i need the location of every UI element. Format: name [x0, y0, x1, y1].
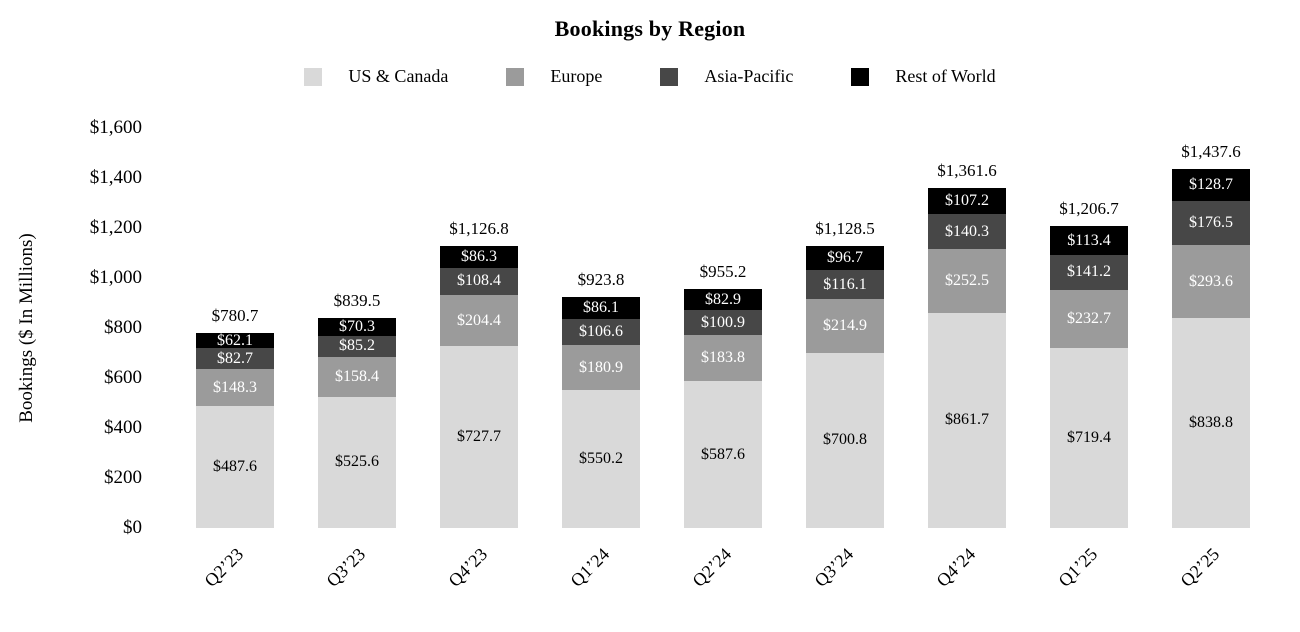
y-tick-label: $1,400 [89, 167, 142, 188]
x-tick-label: Q3’24 [810, 544, 858, 591]
y-tick-label: $800 [104, 317, 142, 338]
bar-total-label: $955.2 [699, 262, 747, 282]
bar-stack: $1,437.6 $128.7 $176.5 $293.6 $838.8 [1172, 142, 1250, 528]
bar-segment: $204.4 [440, 294, 518, 347]
bar-column: $780.7 $62.1 $82.7 $148.3 $487.6 Q2’23 [174, 128, 296, 591]
bar-total-label: $923.8 [577, 270, 625, 290]
y-axis-ticks: $1,600 $1,400 $1,200 $1,000 $800 $600 $4… [0, 117, 142, 538]
bar-segment: $700.8 [806, 352, 884, 528]
bar-segment: $86.3 [440, 246, 518, 268]
bar-segment: $107.2 [928, 187, 1006, 215]
bar-segment: $158.4 [318, 357, 396, 397]
bar-column: $1,361.6 $107.2 $140.3 $252.5 $861.7 Q4’24 [906, 128, 1028, 591]
bar-segment: $232.7 [1050, 289, 1128, 349]
bar-segment: $113.4 [1050, 226, 1128, 255]
bar-segment: $183.8 [684, 335, 762, 382]
bar-segment: $525.6 [318, 396, 396, 528]
legend-label: Asia-Pacific [704, 66, 794, 86]
bar-segment: $100.9 [684, 309, 762, 336]
legend-swatch-icon [660, 67, 679, 86]
y-tick-label: $1,600 [89, 117, 142, 138]
bar-segment: $727.7 [440, 346, 518, 528]
bar-segment: $293.6 [1172, 244, 1250, 319]
bar-segment: $252.5 [928, 249, 1006, 313]
bar-segment: $116.1 [806, 270, 884, 300]
bar-segment: $180.9 [562, 345, 640, 391]
bar-segment: $587.6 [684, 381, 762, 528]
bar-stack: $1,128.5 $96.7 $116.1 $214.9 $700.8 [806, 219, 884, 528]
legend-item: Europe [506, 66, 602, 87]
y-tick-label: $0 [123, 517, 142, 538]
bar-segment: $487.6 [196, 406, 274, 528]
bar-total-label: $1,126.8 [449, 219, 509, 239]
bar-column: $923.8 $86.1 $106.6 $180.9 $550.2 Q1’24 [540, 128, 662, 591]
bar-segment: $176.5 [1172, 200, 1250, 245]
chart-title: Bookings by Region [554, 16, 746, 41]
x-tick-label: Q4’23 [444, 544, 492, 591]
bar-total-label: $780.7 [211, 305, 259, 325]
x-tick-label: Q3’23 [322, 544, 370, 591]
bar-segment: $838.8 [1172, 318, 1250, 528]
bar-segment: $550.2 [562, 390, 640, 528]
bar-segment: $85.2 [318, 335, 396, 358]
bar-column: $839.5 $70.3 $85.2 $158.4 $525.6 Q3’23 [296, 128, 418, 591]
bar-column: $955.2 $82.9 $100.9 $183.8 $587.6 Q2’24 [662, 128, 784, 591]
y-tick-label: $600 [104, 367, 142, 388]
bar-segment: $148.3 [196, 369, 274, 407]
bar-column: $1,128.5 $96.7 $116.1 $214.9 $700.8 Q3’24 [784, 128, 906, 591]
bar-column: $1,437.6 $128.7 $176.5 $293.6 $838.8 Q2’25 [1150, 128, 1272, 591]
bar-segment: $62.1 [196, 332, 274, 349]
bar-column: $1,126.8 $86.3 $108.4 $204.4 $727.7 Q4’23 [418, 128, 540, 591]
bar-total-label: $1,128.5 [815, 218, 875, 238]
bar-segment: $106.6 [562, 318, 640, 346]
y-tick-label: $200 [104, 467, 142, 488]
bar-segment: $70.3 [318, 318, 396, 336]
bar-stack: $923.8 $86.1 $106.6 $180.9 $550.2 [562, 270, 640, 528]
bar-stack: $1,361.6 $107.2 $140.3 $252.5 $861.7 [928, 161, 1006, 528]
legend-label: US & Canada [348, 66, 449, 86]
x-tick-label: Q2’24 [688, 544, 736, 591]
legend-label: Europe [550, 66, 603, 86]
legend-swatch-icon [304, 67, 323, 86]
bar-segment: $128.7 [1172, 168, 1250, 201]
bar-segment: $140.3 [928, 214, 1006, 250]
plot-area: $780.7 $62.1 $82.7 $148.3 $487.6 Q2’23 $839… [174, 128, 1272, 591]
x-tick-label: Q2’23 [200, 544, 248, 591]
legend: US & Canada Europe Asia-Pacific Rest of … [0, 66, 1300, 87]
bar-stack: $955.2 $82.9 $100.9 $183.8 $587.6 [684, 262, 762, 528]
bar-stack: $839.5 $70.3 $85.2 $158.4 $525.6 [318, 291, 396, 528]
bar-segment: $214.9 [806, 299, 884, 353]
legend-swatch-icon [506, 67, 525, 86]
x-tick-label: Q2’25 [1176, 544, 1224, 591]
bar-segment: $108.4 [440, 267, 518, 295]
legend-item: Rest of World [851, 66, 996, 87]
y-tick-label: $400 [104, 417, 142, 438]
legend-item: US & Canada [304, 66, 448, 87]
bar-segment: $141.2 [1050, 254, 1128, 290]
legend-swatch-icon [851, 67, 870, 86]
y-tick-label: $1,000 [89, 267, 142, 288]
bar-stack: $780.7 $62.1 $82.7 $148.3 $487.6 [196, 306, 274, 528]
bar-segment: $82.9 [684, 289, 762, 310]
bar-total-label: $1,206.7 [1059, 199, 1119, 219]
bar-total-label: $1,361.6 [937, 160, 997, 180]
bar-segment: $861.7 [928, 312, 1006, 528]
x-tick-label: Q1’25 [1054, 544, 1102, 591]
x-tick-label: Q1’24 [566, 544, 614, 591]
bar-stack: $1,206.7 $113.4 $141.2 $232.7 $719.4 [1050, 199, 1128, 528]
bar-segment: $86.1 [562, 297, 640, 319]
bar-column: $1,206.7 $113.4 $141.2 $232.7 $719.4 Q1’25 [1028, 128, 1150, 591]
y-tick-label: $1,200 [89, 217, 142, 238]
bar-stack: $1,126.8 $86.3 $108.4 $204.4 $727.7 [440, 219, 518, 528]
bar-segment: $719.4 [1050, 348, 1128, 528]
legend-label: Rest of World [895, 66, 996, 86]
bar-total-label: $839.5 [333, 291, 381, 311]
x-tick-label: Q4’24 [932, 544, 980, 591]
legend-item: Asia-Pacific [660, 66, 793, 87]
bar-segment: $82.7 [196, 348, 274, 370]
bar-segment: $96.7 [806, 245, 884, 271]
bar-total-label: $1,437.6 [1181, 141, 1241, 161]
